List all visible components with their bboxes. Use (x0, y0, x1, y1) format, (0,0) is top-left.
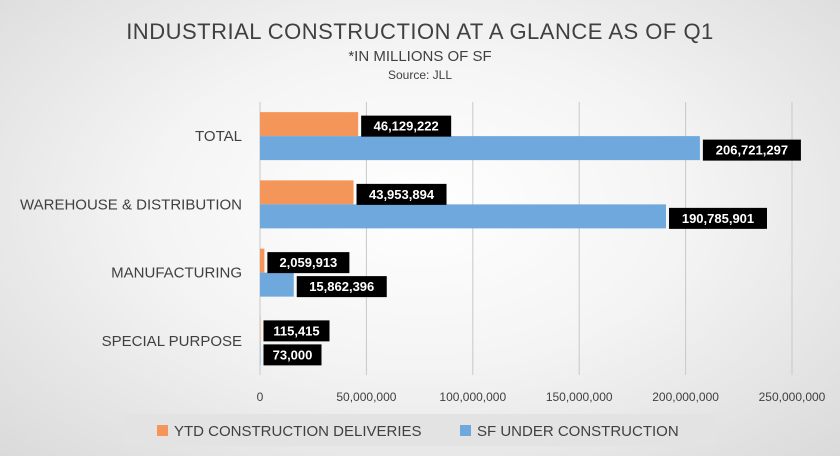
bar-ytd-construction-deliveries-total (260, 112, 359, 137)
chart-source: Source: JLL (388, 68, 452, 82)
data-label-ytd-construction-deliveries-warehouse-distribution: 43,953,894 (356, 183, 447, 205)
data-label-ytd-construction-deliveries-manufacturing: 2,059,913 (267, 252, 350, 274)
x-tick-label: 100,000,000 (439, 390, 506, 404)
data-label-text: 115,415 (273, 323, 319, 338)
data-label-box (296, 276, 387, 298)
x-tick-labels: 0 50,000,000 100,000,000 150,000,000 200,000… (257, 390, 826, 404)
data-label-box (668, 207, 767, 229)
legend-item-ytd-construction-deliveries: YTD CONSTRUCTION DELIVERIES (157, 423, 422, 440)
bars (260, 112, 700, 365)
category-label-special-purpose: SPECIAL PURPOSE (102, 333, 242, 350)
data-label-text: 190,785,901 (682, 211, 754, 226)
data-label-box (267, 252, 350, 274)
category-label-warehouse-distribution: WAREHOUSE & DISTRIBUTION (20, 196, 242, 213)
data-label-text: 43,953,894 (369, 187, 435, 202)
data-label-sf-under-construction-total: 206,721,297 (702, 139, 801, 161)
bar-sf-under-construction-special-purpose (260, 340, 261, 365)
data-label-text: 46,129,222 (374, 119, 439, 134)
legend-box (125, 414, 717, 446)
data-label-ytd-construction-deliveries-total: 46,129,222 (361, 115, 452, 137)
x-tick-label: 250,000,000 (759, 390, 826, 404)
data-labels: 46,129,222 206,721,297 43,953,894 190,785,9… (263, 115, 801, 366)
data-label-text: 206,721,297 (716, 143, 788, 158)
bar-ytd-construction-deliveries-special-purpose (260, 316, 261, 341)
legend-label: YTD CONSTRUCTION DELIVERIES (174, 423, 422, 440)
legend-swatch (157, 425, 168, 436)
data-label-ytd-construction-deliveries-special-purpose: 115,415 (263, 320, 330, 342)
bar-sf-under-construction-manufacturing (260, 272, 294, 297)
data-label-box (263, 344, 322, 366)
category-labels: TOTAL WAREHOUSE & DISTRIBUTION MANUFACTURI… (20, 128, 242, 350)
legend-label: SF UNDER CONSTRUCTION (477, 423, 679, 440)
data-label-sf-under-construction-manufacturing: 15,862,396 (296, 276, 387, 298)
data-label-sf-under-construction-special-purpose: 73,000 (263, 344, 322, 366)
legend: YTD CONSTRUCTION DELIVERIES SF UNDER CONS… (157, 423, 679, 440)
legend-swatch (460, 425, 471, 436)
bar-ytd-construction-deliveries-warehouse-distribution (260, 180, 354, 205)
data-label-box (263, 320, 330, 342)
bar-ytd-construction-deliveries-manufacturing (260, 248, 265, 273)
chart-title: INDUSTRIAL CONSTRUCTION AT A GLANCE AS O… (126, 19, 714, 44)
x-tick-label: 150,000,000 (546, 390, 613, 404)
category-label-total: TOTAL (195, 128, 242, 145)
chart-subtitle: *IN MILLIONS OF SF (348, 48, 491, 65)
data-label-text: 73,000 (273, 347, 313, 362)
bar-sf-under-construction-warehouse-distribution (260, 204, 666, 229)
data-label-box (356, 183, 447, 205)
bar-sf-under-construction-total (260, 136, 700, 161)
x-tick-label: 200,000,000 (652, 390, 719, 404)
category-label-manufacturing: MANUFACTURING (111, 265, 242, 282)
data-label-box (361, 115, 452, 137)
x-tick-label: 50,000,000 (336, 390, 396, 404)
data-label-sf-under-construction-warehouse-distribution: 190,785,901 (668, 207, 767, 229)
data-label-text: 2,059,913 (279, 255, 337, 270)
legend-item-sf-under-construction: SF UNDER CONSTRUCTION (460, 423, 679, 440)
data-label-box (702, 139, 801, 161)
x-tick-label: 0 (257, 390, 264, 404)
data-label-text: 15,862,396 (309, 279, 374, 294)
